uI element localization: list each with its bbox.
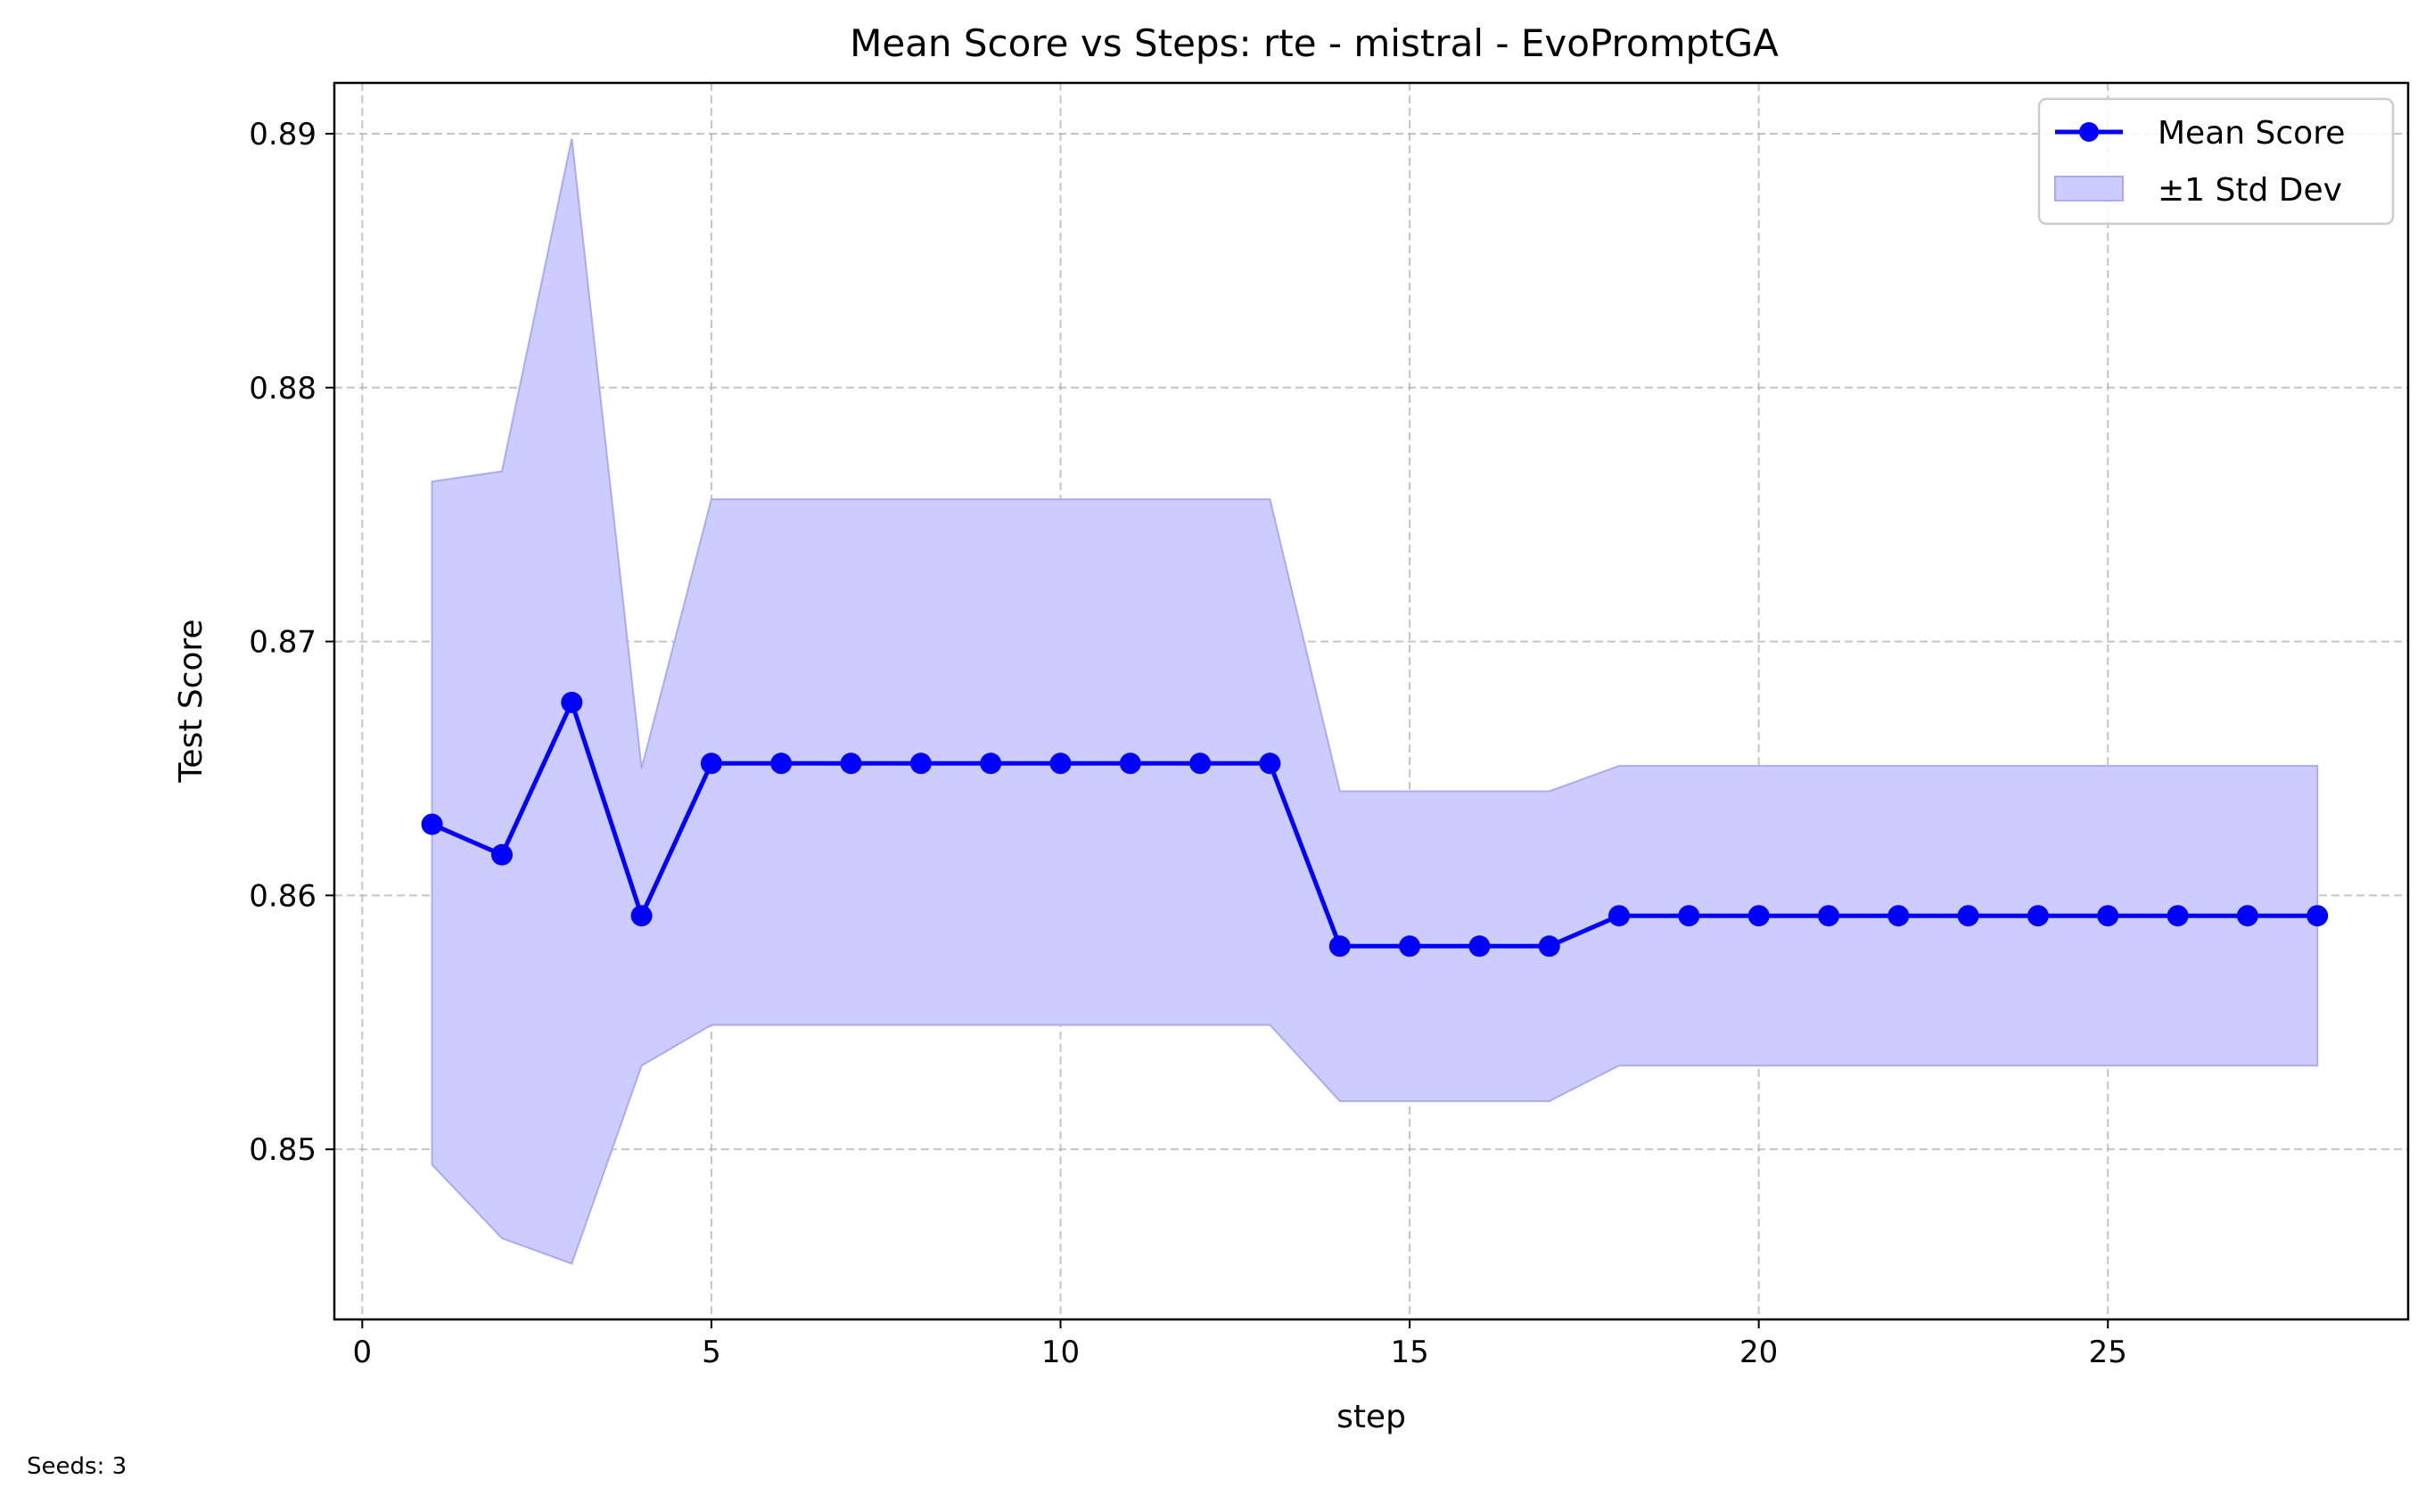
plot-frame: [333, 81, 2410, 1321]
x-tick-label: 10: [1041, 1335, 1080, 1370]
seeds-note: Seeds: 3: [27, 1453, 127, 1480]
mean-score-point: [2167, 905, 2189, 927]
mean-score-point: [1678, 905, 1700, 927]
x-tick-label: 15: [1390, 1335, 1428, 1370]
x-axis-label: step: [1336, 1399, 1406, 1435]
mean-score-point: [561, 691, 583, 713]
mean-score-point: [1538, 935, 1560, 957]
mean-score-point: [909, 752, 932, 775]
x-tick-label: 5: [702, 1335, 721, 1370]
mean-score-point: [840, 752, 862, 775]
y-tick-label: 0.87: [249, 625, 317, 661]
y-tick-label: 0.86: [249, 878, 317, 914]
mean-score-point: [980, 752, 1002, 775]
axis-layer: 0 5 10 15 20 25 0.85 0.86 0.87 0.88 0.89: [249, 117, 2127, 1370]
y-tick-label: 0.89: [249, 117, 317, 152]
mean-score-point: [770, 752, 793, 775]
mean-score-point: [1189, 752, 1212, 775]
mean-score-point: [630, 905, 653, 927]
mean-score-point: [1747, 905, 1770, 927]
mean-score-point: [491, 843, 513, 866]
mean-score-line: [431, 700, 2318, 949]
mean-score-point: [2236, 905, 2258, 927]
mean-score-point: [1328, 935, 1351, 957]
legend-marker-swatch: [2079, 122, 2099, 142]
x-tick-label: 25: [2089, 1335, 2127, 1370]
std-band-layer: [431, 138, 2319, 1265]
mean-score-point: [2097, 905, 2119, 927]
y-tick-label: 0.88: [249, 371, 317, 407]
chart-title: Mean Score vs Steps: rte - mistral - Evo…: [850, 21, 1779, 65]
marker-layer: [421, 691, 2329, 957]
legend-box: [2037, 97, 2395, 226]
std-dev-band: [431, 138, 2319, 1265]
mean-score-point: [1259, 752, 1281, 775]
legend-label-std-dev: ±1 Std Dev: [2158, 172, 2342, 209]
mean-score-point: [1608, 905, 1630, 927]
legend-label-mean-score: Mean Score: [2158, 115, 2345, 152]
mean-score-point: [2027, 905, 2049, 927]
mean-score-point: [1957, 905, 1979, 927]
legend-band-swatch: [2054, 176, 2124, 201]
legend: Mean Score ±1 Std Dev: [2037, 97, 2395, 226]
x-tick-label: 0: [353, 1335, 373, 1370]
mean-line-layer: [431, 700, 2318, 949]
mean-score-point: [1887, 905, 1910, 927]
mean-score-point: [421, 813, 443, 835]
y-axis-label: Test Score: [173, 619, 210, 783]
x-tick-label: 20: [1739, 1335, 1778, 1370]
mean-score-point: [1049, 752, 1072, 775]
mean-score-point: [1119, 752, 1141, 775]
mean-score-point: [1399, 935, 1421, 957]
y-tick-label: 0.85: [249, 1132, 317, 1168]
mean-score-point: [2307, 905, 2329, 927]
mean-score-point: [700, 752, 722, 775]
mean-score-point: [1818, 905, 1839, 927]
mean-score-point: [1468, 935, 1491, 957]
